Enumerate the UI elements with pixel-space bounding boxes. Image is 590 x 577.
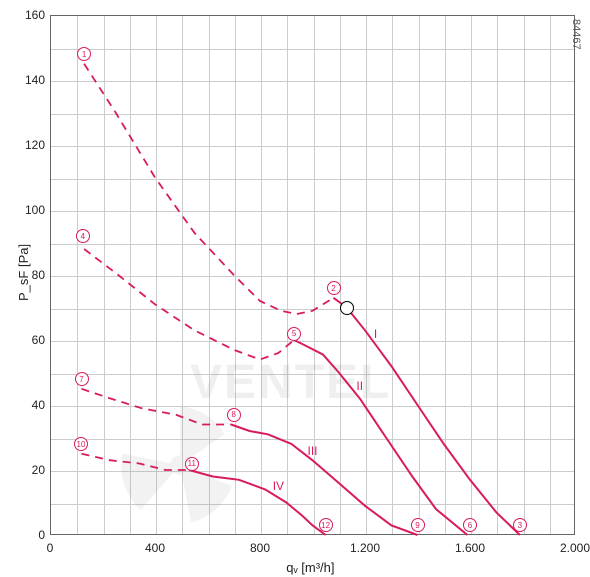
curve-label-III: III <box>307 444 317 458</box>
point-marker-7: 7 <box>75 372 89 386</box>
point-marker-3: 3 <box>513 518 527 532</box>
point-marker-1: 1 <box>77 47 91 61</box>
point-marker-6: 6 <box>463 518 477 532</box>
x-tick-label: 1.200 <box>350 541 380 555</box>
curve-d4 <box>84 249 294 360</box>
point-marker-4: 4 <box>76 229 90 243</box>
curve-label-II: II <box>356 379 363 393</box>
curve-label-I: I <box>374 327 377 341</box>
y-tick-label: 20 <box>20 463 45 477</box>
operating-point-marker <box>340 301 354 315</box>
x-tick-label: 1.600 <box>455 541 485 555</box>
x-axis-label: qᵥ [m³/h] <box>286 560 334 575</box>
x-tick-label: 800 <box>250 541 270 555</box>
y-tick-label: 100 <box>20 203 45 217</box>
reference-code: 84467 <box>570 19 582 50</box>
point-marker-8: 8 <box>227 408 241 422</box>
point-marker-12: 12 <box>319 518 333 532</box>
y-tick-label: 80 <box>20 268 45 282</box>
curve-d7 <box>82 389 232 425</box>
point-marker-10: 10 <box>74 437 88 451</box>
point-marker-9: 9 <box>411 518 425 532</box>
y-tick-label: 120 <box>20 138 45 152</box>
point-marker-11: 11 <box>185 457 199 471</box>
curve-II <box>294 340 467 535</box>
point-marker-2: 2 <box>327 281 341 295</box>
curve-IV <box>189 470 326 535</box>
y-tick-label: 40 <box>20 398 45 412</box>
y-tick-label: 160 <box>20 8 45 22</box>
x-tick-label: 0 <box>47 541 54 555</box>
fan-performance-chart: VENTEL 84467 P_sF [Pa] qᵥ [m³/h] 0400800… <box>0 0 590 577</box>
curve-label-IV: IV <box>273 479 284 493</box>
y-tick-label: 60 <box>20 333 45 347</box>
curve-I <box>334 298 520 535</box>
y-tick-label: 0 <box>20 528 45 542</box>
point-marker-5: 5 <box>287 327 301 341</box>
x-tick-label: 400 <box>145 541 165 555</box>
curve-d10 <box>82 454 190 470</box>
y-tick-label: 140 <box>20 73 45 87</box>
curves-svg <box>0 0 590 577</box>
x-tick-label: 2.000 <box>560 541 590 555</box>
